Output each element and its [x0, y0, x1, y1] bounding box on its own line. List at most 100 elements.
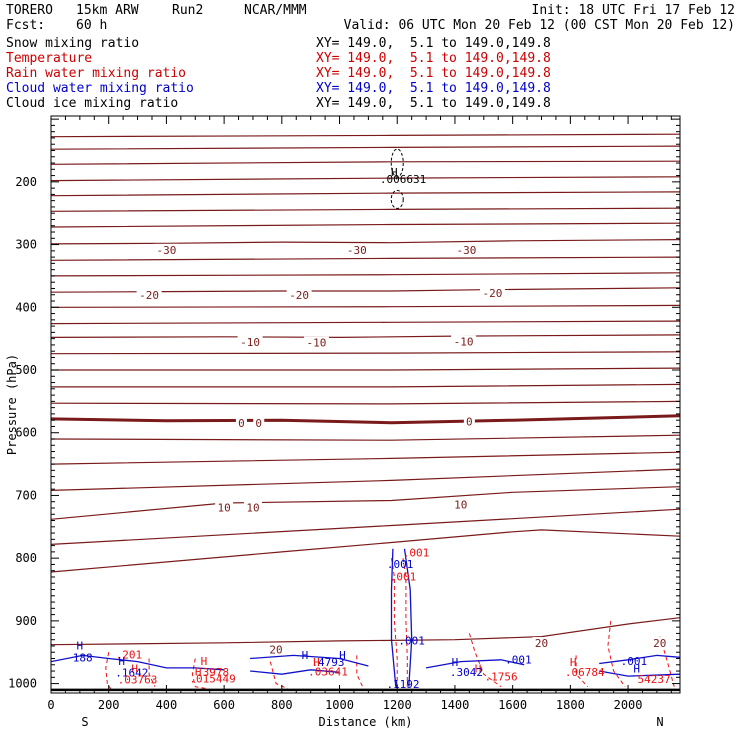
- temp-label-9: 0: [238, 417, 245, 430]
- annotation-16: .015449: [189, 672, 235, 685]
- temp-label-bg-1: [344, 243, 370, 256]
- cloud-contour-2: [51, 654, 225, 671]
- annotation-15: .3978: [196, 666, 229, 679]
- legend-temperature-xy: XY= 149.0, 5.1 to 149.0,149.8: [316, 51, 551, 66]
- xtick-label-8: 1600: [498, 698, 527, 712]
- temp-label-bg-13: [243, 501, 262, 514]
- temp-label-1: -30: [347, 244, 367, 257]
- annotation-14: H: [195, 665, 202, 678]
- temperature-isotherms: [51, 133, 680, 646]
- temp-label-13: 10: [246, 502, 259, 515]
- xtick-label-3: 600: [213, 698, 235, 712]
- isotherm-11: [51, 304, 680, 308]
- rain-contour-7: [468, 633, 502, 688]
- rain-contour-2: [105, 652, 113, 691]
- cloud-contour-6: [250, 669, 340, 675]
- rain-contour-8: [575, 655, 589, 688]
- isotherm-7: [51, 239, 680, 245]
- annotation-3: .001: [387, 558, 414, 571]
- header-init: Init: 18 UTC Fri 17 Feb 12: [531, 3, 736, 18]
- x-end-label-left: S: [81, 715, 88, 729]
- annotation-12: .03763: [118, 674, 158, 687]
- annotation-8: .201: [116, 649, 143, 662]
- annotation-24: H: [475, 662, 482, 675]
- annotation-32: 54237: [637, 673, 670, 686]
- isotherm-4: [51, 191, 680, 197]
- annotation-1: .006631: [380, 173, 426, 186]
- temp-label-bg-15: [267, 643, 286, 656]
- plot-frame: [50, 115, 681, 694]
- ytick-label-7: 900: [15, 614, 37, 628]
- annotation-18: H: [339, 649, 346, 662]
- x-end-label-right: N: [656, 715, 663, 729]
- rain-contours: [105, 558, 675, 691]
- legend-cloud-water-xy: XY= 149.0, 5.1 to 149.0,149.8: [316, 81, 551, 96]
- annotation-6: H: [77, 640, 84, 653]
- temp-label-12: 10: [217, 502, 230, 515]
- isotherm-22: [51, 486, 680, 520]
- temp-label-2: -30: [457, 244, 477, 257]
- annotation-2: .001: [403, 546, 430, 559]
- header-source: NCAR/MMM: [244, 3, 307, 18]
- legend-snow-xy: XY= 149.0, 5.1 to 149.0,149.8: [316, 36, 551, 51]
- ytick-label-6: 800: [15, 551, 37, 565]
- temp-label-7: -10: [307, 337, 327, 350]
- cloud-contour-7: [599, 670, 680, 677]
- ice-contour-upper: [390, 148, 404, 178]
- temp-label-10: 0: [255, 417, 262, 430]
- xtick-label-2: 400: [156, 698, 178, 712]
- isotherm-16: [51, 383, 680, 388]
- ytick-label-2: 400: [15, 300, 37, 314]
- temp-label-11: 0: [466, 416, 473, 429]
- annotation-22: .1192: [386, 678, 419, 691]
- x-axis-title: Distance (km): [319, 715, 413, 729]
- annotation-10: H: [131, 662, 138, 675]
- rain-contour-9: [607, 620, 626, 687]
- temp-label-bg-4: [286, 288, 312, 301]
- annotation-5: .001: [398, 635, 425, 648]
- annotation-26: .1756: [485, 670, 518, 683]
- ytick-label-3: 500: [15, 363, 37, 377]
- isotherm-18: [51, 414, 680, 425]
- temp-label-bg-5: [479, 287, 505, 300]
- isotherm-8: [51, 256, 680, 261]
- temp-label-bg-0: [153, 243, 179, 256]
- ytick-label-0: 200: [15, 175, 37, 189]
- isotherm-17: [51, 400, 680, 405]
- isotherm-24: [51, 529, 680, 573]
- temp-label-8: -10: [454, 335, 474, 348]
- annotation-31: H: [633, 662, 640, 675]
- ytick-label-8: 1000: [8, 677, 37, 691]
- annotation-30: .001: [621, 655, 648, 668]
- isotherm-2: [51, 160, 680, 165]
- legend-rain-xy: XY= 149.0, 5.1 to 149.0,149.8: [316, 66, 551, 81]
- isotherm-12: [51, 320, 680, 325]
- xtick-label-10: 2000: [614, 698, 643, 712]
- header-fcst-value: 60 h: [76, 18, 108, 33]
- isotherm-1: [51, 145, 680, 150]
- header-model: TORERO: [6, 3, 53, 18]
- legend-snow: Snow mixing ratio: [6, 36, 140, 51]
- legend-cloud-water: Cloud water mixing ratio: [6, 81, 194, 96]
- cloud-contour-4: [425, 659, 525, 669]
- legend-rain: Rain water mixing ratio: [6, 66, 187, 81]
- cloud-contours: [51, 148, 680, 687]
- header-fcst-label: Fcst:: [6, 18, 46, 33]
- rain-contour-5: [269, 661, 288, 690]
- isotherm-6: [51, 222, 680, 228]
- rain-contour-3: [148, 658, 156, 687]
- isotherm-3: [51, 176, 680, 182]
- ytick-label-1: 300: [15, 238, 37, 252]
- legend-cloud-ice-xy: XY= 149.0, 5.1 to 149.0,149.8: [316, 96, 551, 111]
- temp-label-bg-14: [451, 498, 470, 511]
- isotherm-23: [51, 508, 680, 545]
- isotherm-0: [51, 133, 680, 138]
- ytick-label-5: 700: [15, 488, 37, 502]
- temp-label-bg-2: [453, 243, 479, 256]
- isotherm-13: [51, 334, 680, 339]
- header-resolution: 15km ARW: [76, 3, 139, 18]
- cloud-contour-3: [250, 654, 369, 667]
